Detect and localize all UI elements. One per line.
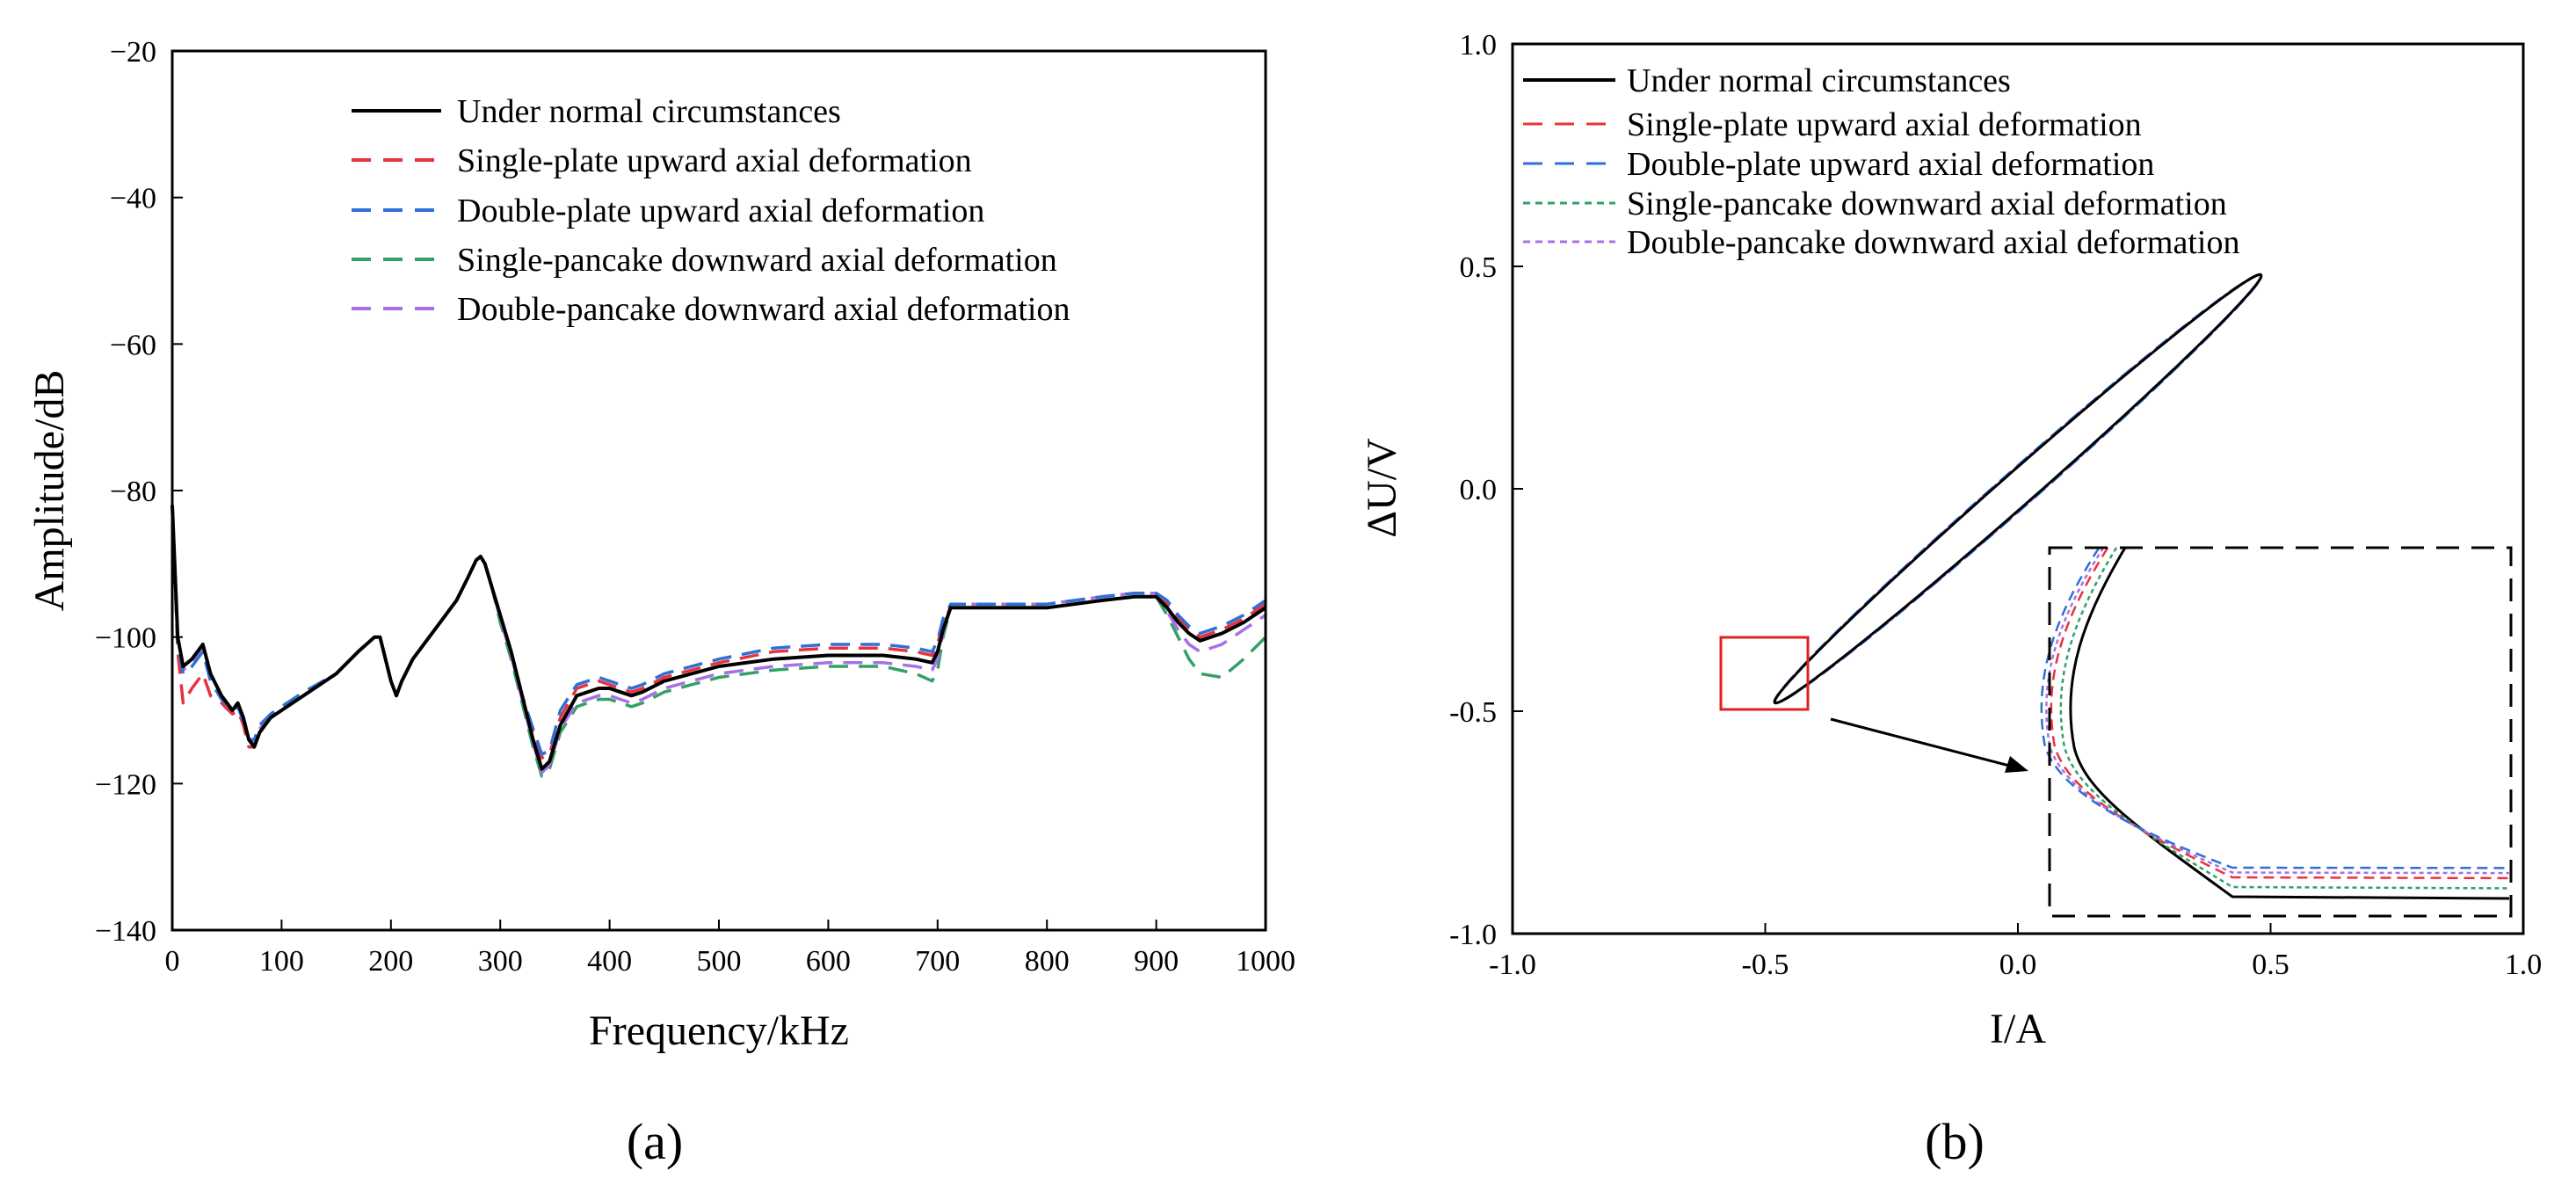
inset-frame <box>2048 546 2513 918</box>
panel-a-x-tick-label: 500 <box>697 945 742 978</box>
panel-b-y-tick-label: 0.5 <box>1460 251 1498 284</box>
inset-series-curve <box>2040 547 2510 869</box>
panel-a-x-tick-label: 600 <box>806 945 851 978</box>
inset-background <box>2050 548 2511 916</box>
panel-a-legend-label: Under normal circumstances <box>457 93 841 130</box>
panel-a-x-tick-label: 300 <box>478 945 523 978</box>
panel-b-y-tick-label: 1.0 <box>1460 29 1498 62</box>
panel-a-y-tick-label: −120 <box>95 768 156 801</box>
panel-b-ticks: -1.0 -0.5 0.0 0.5 1.0 -1.0 -0.5 0.0 0.5 1.0 <box>1449 29 2542 981</box>
panel-a-y-tick-label: −60 <box>110 329 156 361</box>
zoom-arrow-head <box>2005 756 2028 773</box>
panel-a-series-line <box>171 505 1266 775</box>
panel-a-x-tick-label: 100 <box>259 945 304 978</box>
panel-a-plot-frame <box>171 49 1267 932</box>
zoom-region-box <box>1719 636 1810 711</box>
panel-a-y-tick-label: −40 <box>110 183 156 215</box>
panel-b-series-group <box>1773 273 2263 705</box>
panel-b-y-axis-title: ΔU/V <box>1359 438 1405 538</box>
panel-a-legend-label: Double-pancake downward axial deformatio… <box>457 291 1070 328</box>
panel-a-ticks: 0 100 200 300 400 500 600 700 800 900 1000 −140 −120… <box>95 36 1295 978</box>
panel-a-x-tick-label: 700 <box>915 945 960 978</box>
inset-series-curve <box>2045 547 2510 875</box>
inset-series-group <box>2040 547 2510 900</box>
panel-a-legend-item: Single-pancake downward axial deformatio… <box>352 242 1057 279</box>
panel-a-label: (a) <box>627 1113 683 1170</box>
panel-a-legend-item: Single-plate upward axial deformation <box>352 142 972 179</box>
panel-a-frequency-response: 0 100 200 300 400 500 600 700 800 900 1000 −140 −120… <box>26 36 1295 1170</box>
panel-a-series-group <box>171 505 1267 778</box>
panel-a-x-tick-label: 0 <box>165 945 180 978</box>
panel-a-legend-item: Double-pancake downward axial deformatio… <box>352 291 1070 328</box>
panel-b-legend-label: Single-pancake downward axial deformatio… <box>1627 185 2227 222</box>
panel-b-y-tick-label: -1.0 <box>1449 919 1497 951</box>
panel-b-legend-label: Under normal circumstances <box>1627 62 2011 99</box>
panel-b-y-tick-label: -0.5 <box>1449 696 1497 729</box>
inset-panel <box>2040 546 2513 918</box>
panel-a-y-tick-label: −100 <box>95 622 156 655</box>
panel-a-y-tick-label: −140 <box>95 915 156 948</box>
panel-b-legend-label: Single-plate upward axial deformation <box>1627 106 2142 143</box>
panel-b-x-tick-label: 0.5 <box>2252 949 2289 981</box>
panel-a-x-tick-label: 200 <box>368 945 413 978</box>
panel-a-y-axis-title: Amplitude/dB <box>26 370 73 612</box>
panel-a-x-axis-title: Frequency/kHz <box>589 1007 849 1054</box>
panel-b-y-tick-label: 0.0 <box>1460 474 1498 506</box>
inset-series-curve <box>2069 547 2510 900</box>
panel-a-legend-item: Double-plate upward axial deformation <box>352 193 984 229</box>
panel-a-legend-label: Double-plate upward axial deformation <box>457 193 984 229</box>
panel-b-lissajous: -1.0 -0.5 0.0 0.5 1.0 -1.0 -0.5 0.0 0.5 1.0 I/A Δ… <box>1359 29 2542 1170</box>
panel-a-legend: Under normal circumstances Single-plate … <box>352 93 1070 328</box>
panel-b-legend-item: Double-plate upward axial deformation <box>1523 146 2154 183</box>
panel-b-label: (b) <box>1925 1113 1985 1170</box>
panel-b-legend-item: Single-plate upward axial deformation <box>1523 106 2142 143</box>
panel-b-legend-item: Double-pancake downward axial deformatio… <box>1523 224 2239 261</box>
panel-b-x-axis-title: I/A <box>1990 1006 2046 1052</box>
panel-a-legend-label: Single-plate upward axial deformation <box>457 142 972 179</box>
panel-a-series-line <box>171 505 1267 778</box>
panel-b-series-loop <box>1773 273 2263 705</box>
panel-b-x-tick-label: 1.0 <box>2505 949 2543 981</box>
panel-b-x-tick-label: -1.0 <box>1489 949 1536 981</box>
panel-b-legend-item: Single-pancake downward axial deformatio… <box>1523 185 2227 222</box>
panel-a-legend-item: Under normal circumstances <box>352 93 841 130</box>
panel-b-legend-item: Under normal circumstances <box>1523 62 2011 99</box>
panel-a-legend-label: Single-pancake downward axial deformatio… <box>457 242 1057 279</box>
inset-series-curve <box>2059 547 2510 890</box>
panel-a-series-line <box>171 505 1266 756</box>
panel-b-x-tick-label: 0.0 <box>1999 949 2037 981</box>
panel-b-legend: Under normal circumstances Single-plate … <box>1523 62 2239 261</box>
panel-a-x-tick-label: 1000 <box>1236 945 1295 978</box>
panel-a-x-tick-label: 900 <box>1134 945 1179 978</box>
panel-b-x-tick-label: -0.5 <box>1742 949 1789 981</box>
inset-series-curve <box>2050 547 2510 880</box>
zoom-arrow <box>1830 717 2028 773</box>
panel-a-y-tick-label: −20 <box>110 36 156 69</box>
panel-a-x-tick-label: 400 <box>587 945 632 978</box>
panel-b-legend-label: Double-pancake downward axial deformatio… <box>1627 224 2239 261</box>
panel-b-legend-label: Double-plate upward axial deformation <box>1627 146 2154 183</box>
panel-a-y-tick-label: −80 <box>110 476 156 508</box>
panel-a-series-line <box>171 505 1267 771</box>
panel-a-x-tick-label: 800 <box>1025 945 1070 978</box>
panel-a-series-line <box>171 505 1266 760</box>
